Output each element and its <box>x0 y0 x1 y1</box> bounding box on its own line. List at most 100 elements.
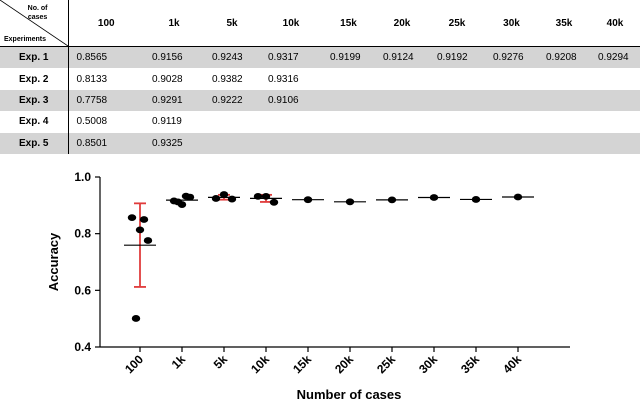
table-cell: 0.9156 <box>152 52 183 64</box>
x-tick-label: 15k <box>290 352 314 376</box>
table-corner-cell: No. of cases Experiments <box>0 0 69 48</box>
column-header-2: 5k <box>204 0 260 48</box>
table-cell <box>590 68 640 89</box>
data-point <box>211 195 221 202</box>
x-tick-label: 40k <box>500 352 524 376</box>
table-row: Exp. 4 0.5008 0.9119 <box>0 111 640 133</box>
row-label: Exp. 2 <box>0 68 69 90</box>
data-point <box>219 191 229 198</box>
table-cell <box>322 68 375 89</box>
row-label: Exp. 4 <box>0 111 69 133</box>
data-point <box>345 198 355 206</box>
table-cell <box>590 90 640 111</box>
table-cell <box>429 90 485 111</box>
table-cell: 0.9382 <box>212 73 243 85</box>
x-tick-label: 35k <box>458 352 482 376</box>
data-point <box>269 198 279 206</box>
x-tick-label: 1k <box>169 352 189 372</box>
row-label: Exp. 1 <box>0 46 69 69</box>
results-table: No. of cases Experiments 100 1k 5k 10k 15k 20… <box>0 0 640 154</box>
data-point <box>181 192 191 200</box>
table-row: Exp. 2 0.8133 0.9028 0.9382 0.9316 <box>0 68 640 90</box>
table-cell: 0.9222 <box>212 94 243 106</box>
chart-ticks: 0.4 0.6 0.8 1.0 100 1k 5k 10k 15k 20k 25k 30k 35k 40k <box>74 170 524 376</box>
data-point <box>387 196 397 204</box>
table-cell: 0.9243 <box>212 52 243 64</box>
data-point <box>303 196 313 204</box>
table-cell <box>429 68 485 89</box>
table-cell: 0.9325 <box>152 137 183 149</box>
table-cell <box>375 133 429 154</box>
row-label: Exp. 3 <box>0 89 69 112</box>
column-header-0: 100 <box>68 0 144 48</box>
column-header-3: 10k <box>260 0 322 48</box>
table-row: Exp. 1 0.8565 0.9156 0.9243 0.9317 0.9199 0.91… <box>0 46 640 69</box>
table-cell <box>375 90 429 111</box>
x-tick-label: 100 <box>122 352 146 376</box>
table-cell: 0.9276 <box>493 52 524 64</box>
table-cell: 0.9317 <box>268 52 299 64</box>
table-cell: 0.9208 <box>546 52 577 64</box>
data-point <box>429 194 439 201</box>
table-cell: 0.9294 <box>598 52 629 64</box>
table-cell <box>322 90 375 111</box>
table-cell: 0.9192 <box>437 52 468 64</box>
x-tick-label: 5k <box>211 352 231 372</box>
y-tick-label: 0.8 <box>74 227 91 241</box>
table-cell: 0.9199 <box>330 52 361 64</box>
corner-header-experiments: Experiments <box>4 36 47 44</box>
table-cell <box>429 111 485 132</box>
table-cell <box>204 111 260 132</box>
table-cell <box>538 133 590 154</box>
x-tick-label: 20k <box>332 352 356 376</box>
column-header-9: 40k <box>590 0 640 48</box>
table-cell: 0.9124 <box>383 52 414 64</box>
y-tick-label: 0.6 <box>74 283 91 297</box>
table-cell: 0.9316 <box>268 73 299 85</box>
table-cell <box>322 111 375 132</box>
chart-axes <box>99 177 570 348</box>
data-point <box>471 196 481 203</box>
table-cell <box>538 111 590 132</box>
table-cell <box>485 133 538 154</box>
table-cell: 0.8565 <box>76 52 108 64</box>
table-cell <box>538 90 590 111</box>
corner-header-line1: No. of <box>27 5 48 12</box>
x-axis-title: Number of cases <box>297 387 402 402</box>
table-cell <box>590 133 640 154</box>
data-point <box>253 192 263 200</box>
x-tick-label: 10k <box>248 352 272 376</box>
data-point <box>143 237 153 244</box>
table-cell: 0.7758 <box>76 94 108 106</box>
table-cell: 0.9119 <box>152 116 182 128</box>
table-cell: 0.8133 <box>76 73 108 85</box>
corner-diagonal <box>0 0 68 46</box>
table-cell <box>590 111 640 132</box>
column-header-4: 15k <box>322 0 375 48</box>
table-cell: 0.9106 <box>268 94 299 106</box>
column-header-5: 20k <box>375 0 429 48</box>
accuracy-chart: 0.4 0.6 0.8 1.0 100 1k 5k 10k 15k 20k 25k 30k 35k 40k… <box>46 170 570 402</box>
chart-marks <box>124 191 534 322</box>
column-header-6: 25k <box>429 0 485 48</box>
data-point <box>127 214 137 222</box>
x-tick-label: 25k <box>374 352 398 376</box>
table-cell <box>429 133 485 154</box>
table-cell <box>322 133 375 154</box>
table-cell <box>260 111 322 132</box>
y-tick-label: 1.0 <box>74 170 91 184</box>
column-header-7: 30k <box>485 0 538 48</box>
table-cell: 0.9028 <box>152 73 183 85</box>
y-tick-label: 0.4 <box>74 340 91 354</box>
table-cell: 0.8501 <box>76 137 108 149</box>
y-axis-title: Accuracy <box>46 232 61 291</box>
table-cell <box>485 90 538 111</box>
data-point <box>513 193 523 201</box>
table-header-row: No. of cases Experiments 100 1k 5k 10k 15k 20… <box>0 0 640 48</box>
column-header-1: 1k <box>144 0 204 48</box>
data-point <box>173 198 183 206</box>
table-cell <box>375 111 429 132</box>
table-row: Exp. 5 0.8501 0.9325 <box>0 132 640 154</box>
table-cell <box>260 133 322 154</box>
data-point <box>261 192 271 200</box>
